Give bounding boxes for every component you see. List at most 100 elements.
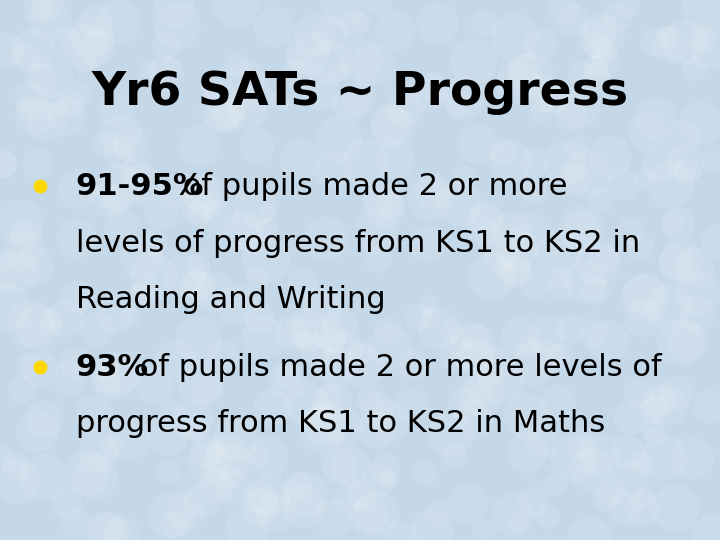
Point bbox=[570, 144, 582, 153]
Point bbox=[32, 322, 44, 331]
Point bbox=[147, 238, 158, 247]
Point bbox=[554, 284, 566, 292]
Point bbox=[689, 64, 701, 73]
Point bbox=[179, 270, 190, 279]
Point bbox=[426, 527, 438, 536]
Point bbox=[102, 530, 113, 539]
Point bbox=[425, 314, 436, 323]
Point bbox=[22, 362, 34, 370]
Point bbox=[354, 347, 366, 356]
Point bbox=[301, 400, 312, 408]
Point bbox=[498, 147, 509, 156]
Point bbox=[429, 83, 441, 92]
Point bbox=[486, 272, 498, 281]
Point bbox=[382, 475, 393, 484]
Point bbox=[584, 536, 595, 540]
Point bbox=[19, 230, 31, 239]
Point bbox=[605, 488, 616, 496]
Point bbox=[319, 366, 330, 375]
Point bbox=[670, 504, 681, 512]
Point bbox=[407, 401, 418, 410]
Point bbox=[261, 453, 273, 462]
Point bbox=[32, 427, 43, 435]
Point bbox=[595, 32, 607, 41]
Point bbox=[292, 482, 303, 491]
Point bbox=[60, 38, 71, 46]
Point bbox=[599, 59, 611, 68]
Point bbox=[193, 141, 204, 150]
Point bbox=[230, 0, 242, 9]
Point bbox=[399, 104, 410, 112]
Point bbox=[511, 246, 523, 255]
Point bbox=[677, 132, 688, 141]
Point bbox=[252, 92, 264, 101]
Point bbox=[590, 287, 601, 295]
Point bbox=[197, 192, 208, 201]
Point bbox=[528, 187, 539, 195]
Point bbox=[423, 194, 435, 203]
Point bbox=[670, 258, 682, 266]
Point bbox=[665, 181, 676, 190]
Point bbox=[320, 234, 331, 243]
Point bbox=[590, 40, 602, 49]
Point bbox=[282, 377, 293, 386]
Point bbox=[636, 504, 648, 513]
Point bbox=[647, 424, 658, 433]
Point bbox=[623, 448, 634, 457]
Point bbox=[364, 395, 375, 404]
Point bbox=[419, 469, 431, 477]
Point bbox=[261, 225, 272, 234]
Point bbox=[656, 158, 667, 167]
Point bbox=[479, 19, 490, 28]
Point bbox=[46, 72, 58, 81]
Point bbox=[168, 521, 180, 529]
Point bbox=[662, 401, 673, 409]
Point bbox=[675, 338, 686, 346]
Point bbox=[379, 464, 391, 473]
Point bbox=[328, 165, 339, 174]
Point bbox=[678, 38, 690, 47]
Point bbox=[81, 469, 93, 477]
Point bbox=[459, 399, 471, 407]
Point bbox=[220, 461, 232, 470]
Point bbox=[45, 317, 57, 326]
Point bbox=[210, 481, 222, 490]
Point bbox=[665, 41, 676, 50]
Point bbox=[300, 335, 311, 344]
Point bbox=[19, 246, 30, 254]
Point bbox=[293, 70, 305, 79]
Point bbox=[432, 19, 444, 28]
Point bbox=[193, 335, 204, 343]
Point bbox=[164, 63, 176, 71]
Point bbox=[334, 322, 346, 331]
Point bbox=[116, 221, 127, 230]
Point bbox=[371, 509, 382, 518]
Point bbox=[325, 58, 337, 66]
Point bbox=[620, 505, 631, 514]
Point bbox=[600, 496, 611, 504]
Point bbox=[603, 337, 614, 346]
Point bbox=[372, 0, 383, 4]
Point bbox=[344, 100, 356, 109]
Point bbox=[2, 303, 14, 312]
Point bbox=[71, 233, 82, 242]
Point bbox=[317, 426, 328, 434]
Point bbox=[295, 155, 307, 164]
Point bbox=[91, 44, 103, 52]
Text: levels of progress from KS1 to KS2 in: levels of progress from KS1 to KS2 in bbox=[76, 228, 640, 258]
Point bbox=[337, 1, 348, 10]
Point bbox=[554, 350, 566, 359]
Point bbox=[89, 409, 100, 418]
Point bbox=[231, 61, 243, 70]
Point bbox=[523, 341, 534, 350]
Point bbox=[135, 180, 147, 189]
Point bbox=[618, 180, 629, 188]
Point bbox=[293, 53, 305, 62]
Point bbox=[282, 373, 293, 382]
Point bbox=[695, 119, 706, 127]
Point bbox=[458, 173, 469, 181]
Point bbox=[310, 346, 321, 354]
Text: of pupils made 2 or more levels of: of pupils made 2 or more levels of bbox=[130, 353, 661, 382]
Point bbox=[137, 254, 148, 262]
Point bbox=[480, 220, 492, 229]
